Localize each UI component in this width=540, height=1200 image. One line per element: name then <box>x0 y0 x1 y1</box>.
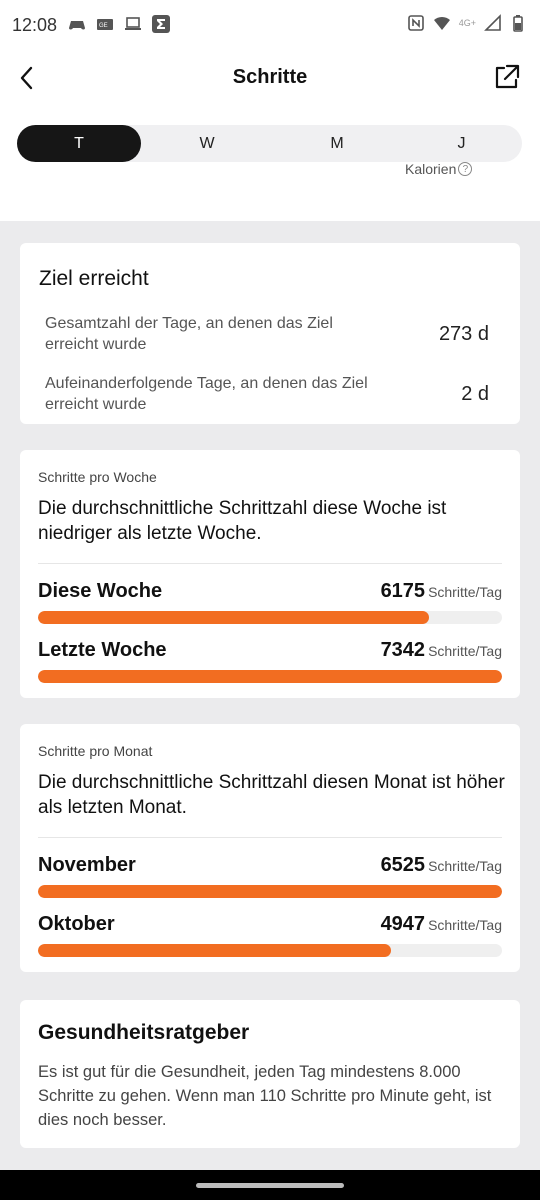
tab-month[interactable]: M <box>330 134 344 152</box>
app-header: Schritte <box>0 52 540 104</box>
page-title: Schritte <box>232 66 308 88</box>
progress-track <box>38 670 502 683</box>
goal-row-label: Aufeinanderfolgende Tage, an denen das Z… <box>45 375 368 413</box>
wifi-icon <box>433 16 450 30</box>
progress-fill <box>38 944 392 957</box>
system-icons: 4G+ <box>407 14 528 32</box>
nfc-icon <box>407 15 424 31</box>
tab-year[interactable]: J <box>457 134 466 152</box>
goal-row-total: Gesamtzahl der Tage, an denen das Ziel e… <box>45 313 489 355</box>
card-subtitle: Schritte pro Woche <box>38 469 157 485</box>
divider <box>38 837 502 838</box>
bar-unit: Schritte/Tag <box>428 858 502 874</box>
help-icon[interactable]: ? <box>458 162 473 176</box>
top-section: 12:08 GE 4G+ Schritte T W M J Kalorien ? <box>0 0 540 221</box>
game-controller-icon <box>69 21 85 30</box>
bar-unit: Schritte/Tag <box>428 917 502 933</box>
goal-row-consecutive: Aufeinanderfolgende Tage, an denen das Z… <box>45 373 489 415</box>
goal-card: Ziel erreicht Gesamtzahl der Tage, an de… <box>20 243 520 424</box>
health-advice-card: Gesundheitsratgeber Es ist gut für die G… <box>20 1000 520 1148</box>
sigma-icon <box>152 15 170 33</box>
bar-unit: Schritte/Tag <box>428 584 502 600</box>
bar-last-month: Oktober 4947 Schritte/Tag <box>38 913 502 957</box>
battery-icon <box>513 15 523 32</box>
advice-title: Gesundheitsratgeber <box>38 1021 250 1044</box>
bar-value: 4947 <box>380 913 426 935</box>
progress-fill <box>38 611 430 624</box>
status-time: 12:08 <box>12 15 58 35</box>
bar-name: Oktober <box>38 913 115 935</box>
bar-value: 6175 <box>380 580 426 602</box>
bar-unit: Schritte/Tag <box>428 643 502 659</box>
bar-last-week: Letzte Woche 7342 Schritte/Tag <box>38 639 502 683</box>
advice-text: Es ist gut für die Gesundheit, jeden Tag… <box>38 1063 492 1129</box>
period-segmented-control: T W M J <box>17 125 522 162</box>
goal-title: Ziel erreicht <box>39 267 149 290</box>
progress-track <box>38 611 502 624</box>
progress-track <box>38 944 502 957</box>
comparison-text: Die durchschnittliche Schrittzahl diese … <box>38 498 447 544</box>
system-nav-bar <box>0 1170 540 1200</box>
bar-value: 6525 <box>380 854 426 876</box>
progress-fill <box>38 885 502 898</box>
home-gesture-handle[interactable] <box>196 1183 344 1188</box>
network-type-label: 4G+ <box>458 18 476 28</box>
kalorien-label: Kalorien <box>405 161 457 177</box>
signal-icon <box>484 14 501 31</box>
bar-this-month: November 6525 Schritte/Tag <box>38 854 502 898</box>
progress-track <box>38 885 502 898</box>
progress-fill <box>38 670 502 683</box>
tab-week[interactable]: W <box>199 134 215 152</box>
kalorien-link[interactable]: Kalorien ? <box>405 161 473 177</box>
comparison-text: Die durchschnittliche Schrittzahl diesen… <box>38 772 505 818</box>
back-button[interactable] <box>14 64 42 92</box>
goal-row-value: 273 d <box>438 322 489 345</box>
notification-icons: GE <box>68 15 170 33</box>
bar-name: November <box>38 854 136 876</box>
status-bar: 12:08 GE 4G+ <box>0 0 540 52</box>
divider <box>38 563 502 564</box>
goal-row-label: Gesamtzahl der Tage, an denen das Ziel e… <box>45 315 333 353</box>
bar-name: Letzte Woche <box>38 639 167 661</box>
bar-name: Diese Woche <box>38 580 163 602</box>
weekly-steps-card: Schritte pro Woche Die durchschnittliche… <box>20 450 520 698</box>
tab-day[interactable]: T <box>17 125 141 162</box>
share-button[interactable] <box>494 64 520 90</box>
news-icon: GE <box>97 19 113 30</box>
laptop-icon <box>125 17 141 30</box>
svg-text:GE: GE <box>99 23 108 29</box>
goal-row-value: 2 d <box>461 382 489 405</box>
card-subtitle: Schritte pro Monat <box>38 743 153 759</box>
monthly-steps-card: Schritte pro Monat Die durchschnittliche… <box>20 724 520 972</box>
bar-this-week: Diese Woche 6175 Schritte/Tag <box>38 580 502 624</box>
bar-value: 7342 <box>380 639 426 661</box>
